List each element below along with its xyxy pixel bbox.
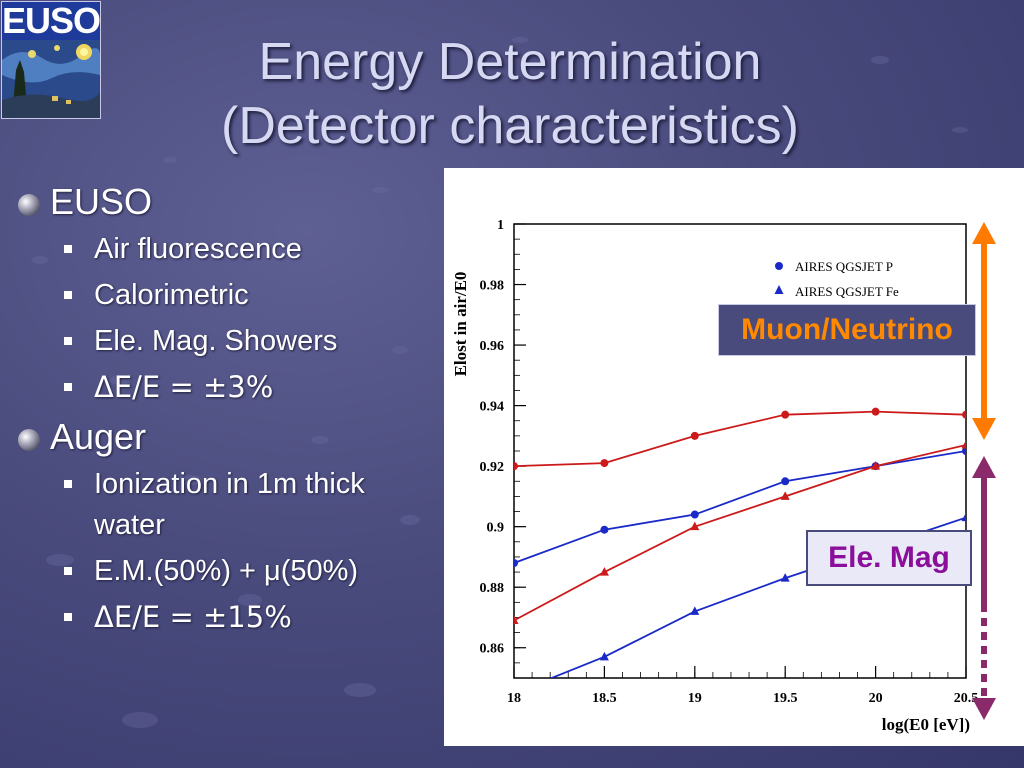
sphere-bullet-icon (18, 429, 40, 451)
muon-neutrino-label: Muon/Neutrino (718, 304, 976, 356)
x-tick-label: 18 (507, 691, 521, 706)
data-point (781, 477, 790, 486)
series-line (514, 450, 966, 564)
data-point (962, 447, 966, 455)
y-tick-label: 0.9 (487, 521, 505, 536)
data-point (961, 439, 966, 449)
arrow-up-icon (972, 456, 996, 478)
legend-marker-triangle (774, 285, 784, 294)
bullet-label: Auger (50, 416, 147, 457)
y-tick-label: 0.86 (480, 642, 505, 657)
arrow-down-icon (972, 698, 996, 720)
sub-bullet: Air fluorescence (14, 229, 434, 270)
bullet-auger: Auger (14, 415, 434, 459)
title-line-2: (Detector characteristics) (221, 97, 799, 155)
title-line-1: Energy Determination (258, 33, 762, 91)
data-point (690, 431, 699, 440)
square-bullet-icon (64, 480, 72, 488)
series-line (514, 410, 966, 468)
x-tick-label: 19 (688, 691, 702, 706)
data-point (871, 461, 881, 470)
data-point (781, 410, 790, 419)
euso-logo: EUSO (1, 1, 101, 119)
y-tick-label: 0.98 (480, 279, 505, 294)
data-point (780, 573, 790, 582)
sub-bullet: Calorimetric (14, 275, 434, 316)
slide-title: Energy Determination (Detector character… (150, 30, 870, 158)
y-tick-label: 0.88 (480, 581, 505, 596)
data-point (599, 651, 609, 661)
x-tick-label: 20 (869, 691, 883, 706)
data-point (780, 491, 790, 500)
series-3 (514, 439, 966, 624)
square-bullet-icon (64, 291, 72, 299)
data-point (690, 606, 700, 615)
x-tick-label: 18.5 (592, 691, 617, 706)
ele-mag-label: Ele. Mag (806, 530, 972, 586)
data-point (514, 615, 519, 624)
starry-night-icon (2, 40, 100, 118)
square-bullet-icon (64, 245, 72, 253)
data-point (690, 521, 700, 531)
bullet-list: EUSO Air fluorescence Calorimetric Ele. … (14, 180, 434, 643)
legend-marker-circle (775, 262, 783, 270)
data-point (961, 512, 966, 522)
y-tick-label: 0.96 (480, 339, 505, 354)
x-axis-label: log(E0 [eV]) (882, 715, 970, 734)
square-bullet-icon (64, 613, 72, 621)
square-bullet-icon (64, 337, 72, 345)
sub-bullet: Ele. Mag. Showers (14, 321, 434, 362)
logo-text: EUSO (2, 1, 101, 41)
arrow-up-icon (972, 222, 996, 244)
y-tick-label: 1 (497, 218, 504, 233)
bullet-euso: EUSO (14, 180, 434, 224)
data-point (871, 407, 880, 416)
series-line (514, 444, 966, 622)
data-point (962, 410, 966, 419)
data-point (600, 525, 609, 534)
legend-entry: AIRES QGSJET Fe (795, 284, 899, 299)
sub-bullet: ΔE/E = ±15% (14, 597, 434, 639)
data-point (600, 459, 609, 468)
sub-bullet: E.M.(50%) + μ(50%) (14, 551, 434, 592)
x-tick-label: 20.5 (954, 691, 979, 706)
sphere-bullet-icon (18, 194, 40, 216)
square-bullet-icon (64, 383, 72, 391)
x-tick-label: 19.5 (773, 691, 798, 706)
sub-bullet: ΔE/E = ±3% (14, 367, 434, 409)
arrow-down-icon (972, 418, 996, 440)
y-tick-label: 0.94 (480, 400, 505, 415)
data-point (514, 558, 518, 567)
y-tick-label: 0.92 (480, 460, 505, 475)
y-axis-label: Elost in air/E0 (451, 272, 470, 377)
square-bullet-icon (64, 567, 72, 575)
sub-bullet: Ionization in 1m thick water (14, 464, 434, 546)
series-2 (514, 407, 966, 471)
energy-chart: 0.86 0.88 0.9 0.92 0.94 0.96 0.98 1 18 18.5 19 19.5… (444, 168, 1024, 746)
bullet-label: EUSO (50, 181, 153, 222)
data-point (690, 510, 699, 519)
data-point (599, 567, 609, 576)
legend-entry: AIRES QGSJET P (795, 259, 893, 274)
data-point (514, 462, 518, 471)
